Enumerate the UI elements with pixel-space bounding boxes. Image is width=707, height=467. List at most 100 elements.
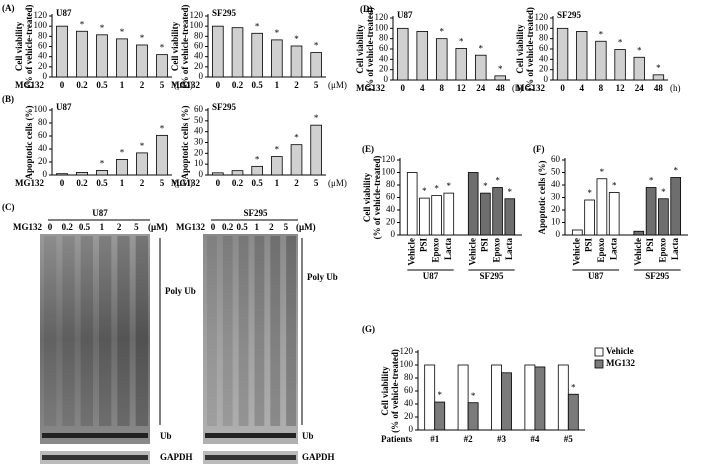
bar [431, 195, 442, 236]
x-tick-label: 0.5 [96, 80, 108, 90]
bar [501, 372, 512, 431]
bar [492, 187, 503, 236]
legend-swatch [594, 347, 604, 357]
x-axis-label: MG132 [171, 178, 200, 188]
x-tick-label: 2 [140, 178, 145, 188]
band-label: Ub [302, 431, 314, 441]
y-tick-label: 50 [194, 115, 204, 125]
y-tick-label: 20 [379, 64, 389, 74]
y-tick-label: 120 [400, 346, 414, 356]
bar [251, 32, 263, 78]
group-label: SF295 [645, 271, 670, 281]
bar [557, 364, 569, 431]
y-tick-label: 60 [539, 43, 549, 53]
dose-label: 1 [254, 222, 259, 232]
y-tick-label: 80 [194, 30, 204, 40]
blot-lane [117, 236, 130, 426]
panel-label: (E) [362, 144, 374, 154]
legend-label: MG132 [606, 358, 635, 368]
x-tick-label: 0 [560, 83, 565, 93]
bar [156, 134, 168, 176]
bar [419, 197, 430, 236]
x-tick-label: Vehicle [571, 238, 581, 266]
x-tick-label: PSI [479, 238, 489, 253]
x-tick-label: PSI [645, 238, 655, 253]
significance-mark: * [661, 187, 666, 197]
bar [56, 173, 68, 176]
x-tick-label: 5 [160, 178, 165, 188]
bar [658, 198, 669, 236]
panel-label: (F) [533, 144, 545, 154]
x-tick-label: 0.2 [76, 178, 88, 188]
x-tick-label: 1 [120, 178, 125, 188]
significance-mark: * [637, 45, 642, 55]
significance-mark: * [140, 141, 145, 151]
bar [116, 38, 128, 78]
y-tick-label: 60 [386, 192, 396, 202]
y-tick-label: 20 [38, 156, 48, 166]
x-axis-label: MG132 [15, 80, 44, 90]
y-tick-label: 100 [400, 359, 414, 369]
x-axis-label: Patients [381, 434, 412, 444]
bar [524, 364, 536, 431]
treatment-label: MG132 [176, 222, 205, 232]
y-tick-label: 100 [375, 22, 389, 32]
x-tick-label: 1 [120, 80, 125, 90]
y-axis-label: (% of vehicle-treated) [365, 7, 375, 91]
bar [494, 75, 507, 81]
dose-label: 2 [269, 222, 274, 232]
y-tick-label: 80 [386, 179, 396, 189]
bar [457, 364, 469, 431]
significance-mark: * [255, 154, 260, 164]
y-tick-label: 80 [38, 30, 48, 40]
y-tick-label: 60 [551, 154, 561, 164]
significance-mark: * [160, 123, 165, 133]
x-tick-label: 12 [616, 83, 626, 93]
bar [455, 48, 468, 81]
y-tick-label: 30 [551, 192, 561, 202]
loading-label: GAPDH [160, 452, 193, 462]
blot-lane [99, 236, 112, 426]
x-tick-label: Lacta [608, 238, 618, 260]
y-axis-label: (% of vehicle-treated) [390, 349, 400, 433]
y-tick-label: 80 [539, 33, 549, 43]
y-tick-label: 0 [43, 71, 48, 81]
y-axis-label: Cell viability [380, 366, 390, 416]
dose-label: 0.2 [222, 222, 234, 232]
x-tick-label: 48 [654, 83, 664, 93]
x-tick-label: 1 [275, 178, 280, 188]
x-tick-label: 5 [314, 178, 319, 188]
bar [576, 31, 588, 81]
group-label: SF295 [479, 271, 504, 281]
y-axis-label: Cell viability [355, 24, 365, 74]
significance-mark: * [422, 186, 427, 196]
y-tick-label: 40 [194, 51, 204, 61]
x-tick-label: 8 [440, 83, 445, 93]
x-tick-label: #2 [464, 434, 474, 444]
bar [480, 192, 491, 236]
x-unit: (μM) [174, 178, 193, 188]
bar [645, 187, 657, 236]
significance-mark: * [100, 159, 105, 169]
panel-label: (B) [2, 94, 14, 104]
x-tick-label: 4 [420, 83, 425, 93]
x-axis-label: MG132 [356, 83, 385, 93]
y-axis-label: (% of vehicle-treated) [24, 5, 34, 89]
x-tick-label: #1 [430, 434, 440, 444]
bar [251, 165, 263, 176]
x-axis-label: MG132 [516, 83, 545, 93]
bar [670, 177, 682, 236]
y-tick-label: 120 [190, 10, 204, 20]
significance-mark: * [275, 28, 280, 38]
blot-lane [286, 236, 296, 426]
group-label: U87 [588, 271, 604, 281]
x-tick-label: 12 [457, 83, 467, 93]
y-tick-label: 30 [194, 137, 204, 147]
y-tick-label: 20 [386, 217, 396, 227]
y-tick-label: 0 [544, 74, 549, 84]
y-tick-label: 100 [382, 167, 396, 177]
significance-mark: * [656, 63, 661, 73]
significance-mark: * [120, 147, 125, 157]
x-tick-label: Epoxo [431, 238, 441, 263]
